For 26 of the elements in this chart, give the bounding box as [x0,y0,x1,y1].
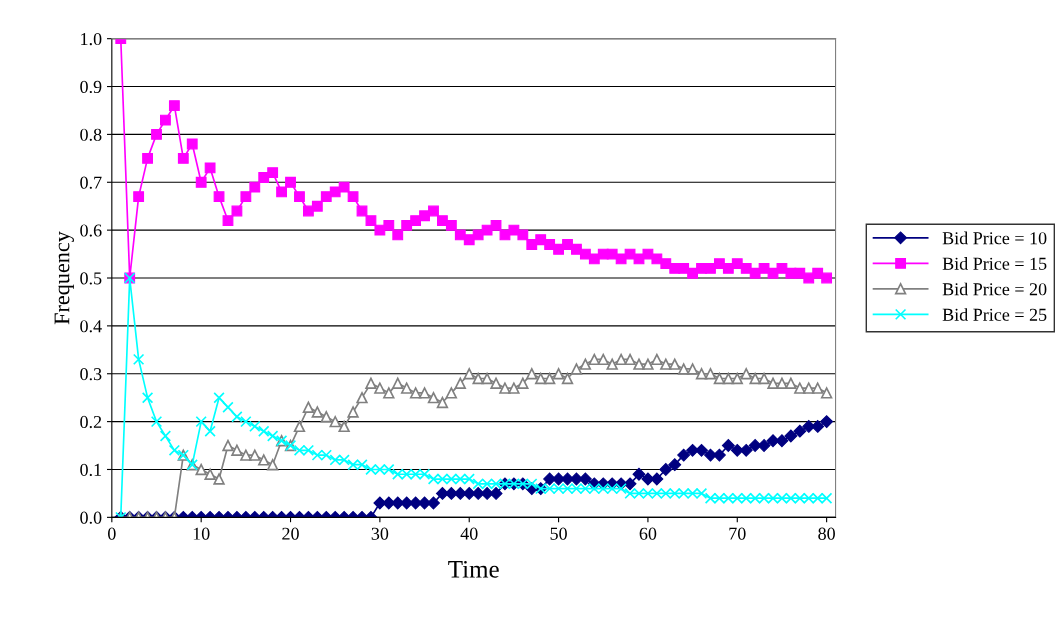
y-tick-label: 0.7 [80,176,102,189]
y-tick-label: 0.5 [80,272,102,285]
x-tick-label: 0 [108,527,116,540]
x-tick-label: 30 [371,527,389,540]
legend-label: Bid Price = 15 [942,257,1047,270]
y-tick-label: 0.0 [80,511,102,524]
y-tick-label: 0.2 [80,415,102,429]
x-tick-label: 50 [550,527,567,540]
y-tick-label: 1.0 [81,32,102,46]
x-tick-label: 80 [818,527,835,540]
x-tick-label: 20 [282,527,299,540]
x-axis-title: Time [448,560,499,578]
x-tick-label: 60 [639,527,657,540]
x-tick-label: 40 [460,527,478,540]
y-tick-label: 0.8 [80,128,102,141]
x-tick-label: 10 [193,527,210,540]
y-tick-label: 0.3 [80,368,102,381]
y-tick-label: 0.1 [80,463,102,476]
y-tick-label: 0.6 [80,224,102,237]
legend-label: Bid Price = 25 [942,308,1047,321]
y-axis-title: Frequency [54,231,74,325]
y-tick-label: 0.9 [80,80,102,94]
y-tick-label: 0.4 [80,320,102,333]
x-tick-label: 70 [729,527,746,540]
legend-label: Bid Price = 10 [942,231,1047,245]
legend-label: Bid Price = 20 [942,282,1047,296]
